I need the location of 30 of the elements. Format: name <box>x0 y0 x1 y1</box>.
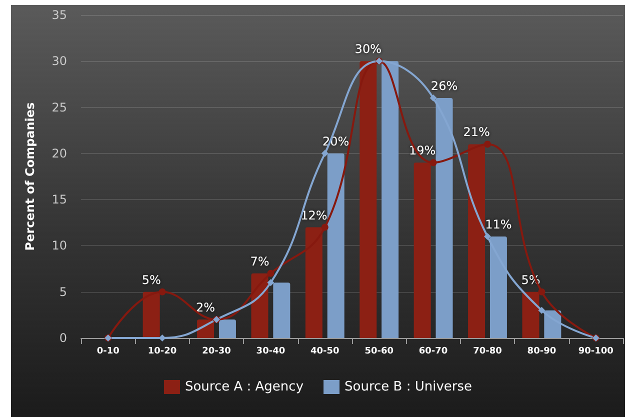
x-tick-label: 70-80 <box>473 346 502 356</box>
x-tick-label: 50-60 <box>364 346 394 356</box>
x-tick-label: 60-70 <box>418 346 448 356</box>
data-label: 12% <box>300 208 328 222</box>
y-tick-label: 10 <box>52 238 67 253</box>
y-axis-title: Percent of Companies <box>23 102 37 251</box>
x-tick-label: 10-20 <box>148 346 177 356</box>
x-tick-label: 0-10 <box>96 346 120 356</box>
y-tick-label: 35 <box>52 8 67 22</box>
x-tick-label: 40-50 <box>310 346 340 356</box>
y-tick-label: 30 <box>52 54 67 68</box>
x-tick-label: 20-30 <box>202 346 231 356</box>
y-tick-label: 5 <box>59 284 67 299</box>
legend-label: Source A : Agency <box>184 380 304 394</box>
data-label: 11% <box>485 217 512 232</box>
data-label: 7% <box>250 254 270 268</box>
y-tick-label: 25 <box>52 100 67 114</box>
x-tick-label: 30-40 <box>256 346 286 356</box>
data-label: 21% <box>463 125 490 140</box>
data-label: 19% <box>409 144 436 158</box>
legend-label: Source B : Universe <box>344 380 472 394</box>
y-tick-label: 20 <box>52 146 67 160</box>
x-tick-label: 90-100 <box>578 346 614 356</box>
data-label: 26% <box>430 79 458 94</box>
data-label: 2% <box>196 300 216 315</box>
data-label: 5% <box>142 272 161 287</box>
y-tick-label: 15 <box>52 192 67 207</box>
y-tick-label: 0 <box>59 331 67 345</box>
x-tick-label: 80-90 <box>527 346 556 356</box>
data-label: 30% <box>354 42 382 56</box>
